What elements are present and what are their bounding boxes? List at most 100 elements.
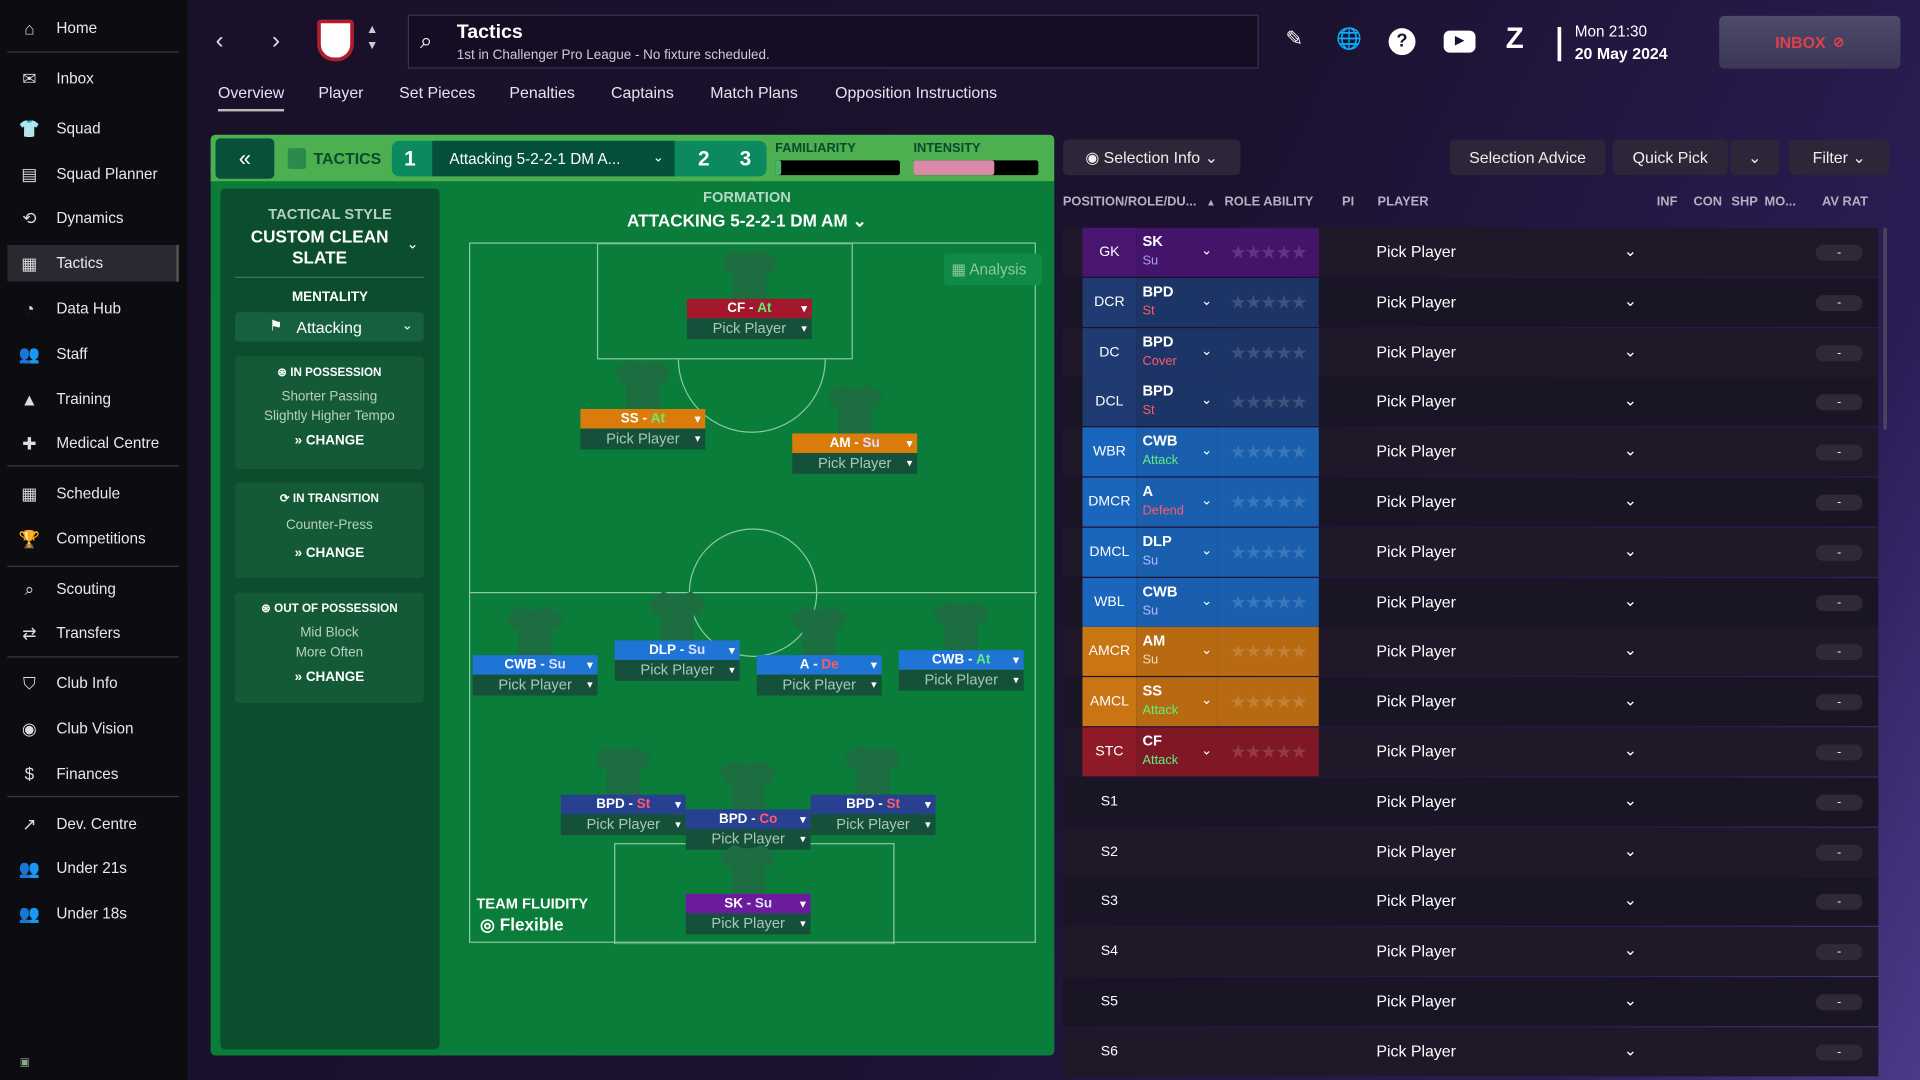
filter-button[interactable]: Filter ⌄ (1788, 139, 1890, 176)
player-select[interactable]: Pick Player (1376, 442, 1456, 461)
table-row[interactable]: S5 Pick Player ⌄ - (1062, 977, 1879, 1027)
sidebar-item-scouting[interactable]: ⌕ Scouting (7, 571, 178, 608)
player-select[interactable]: Pick Player (1376, 891, 1456, 911)
pitch-player-slot[interactable]: CWB - AtPick Player (898, 601, 1024, 691)
pick-player-select[interactable]: Pick Player (560, 814, 686, 836)
pick-player-select[interactable]: Pick Player (898, 669, 1024, 691)
sidebar-item-tactics[interactable]: ▦ Tactics (7, 244, 179, 282)
table-row[interactable]: S4 Pick Player ⌄ - (1062, 927, 1879, 977)
player-select[interactable]: Pick Player (1376, 392, 1456, 411)
tactic-slot-3[interactable]: 3 (739, 146, 752, 171)
tab-penalties[interactable]: Penalties (509, 83, 575, 102)
pitch-player-slot[interactable]: A - DePick Player (756, 606, 882, 696)
collapse-button[interactable]: « (215, 138, 275, 179)
player-select[interactable]: Pick Player (1376, 791, 1456, 811)
tab-set-pieces[interactable]: Set Pieces (399, 83, 476, 102)
pick-player-select[interactable]: Pick Player (686, 318, 812, 340)
chevron-down-icon[interactable]: ⌄ (1623, 540, 1638, 560)
table-row[interactable]: DMCR A Defend ⌄ ★★★★★ Pick Player ⌄ - (1062, 477, 1879, 527)
table-row[interactable]: DC BPD Cover ⌄ ★★★★★ Pick Player ⌄ - (1062, 327, 1879, 377)
role-select[interactable]: SK Su ⌄ (1136, 227, 1218, 277)
sidebar-item-inbox[interactable]: ✉ Inbox (7, 60, 178, 97)
role-duty-select[interactable]: SK - Su (685, 893, 811, 914)
role-select[interactable]: CF Attack ⌄ (1136, 727, 1218, 777)
player-select[interactable]: Pick Player (1376, 292, 1456, 311)
role-duty-select[interactable]: AM - Su (792, 433, 918, 454)
role-duty-select[interactable]: BPD - Co (685, 809, 811, 829)
role-duty-select[interactable]: CWB - At (898, 650, 1024, 670)
table-row[interactable]: WBL CWB Su ⌄ ★★★★★ Pick Player ⌄ - (1062, 577, 1879, 627)
in-possession-change-button[interactable]: » CHANGE (294, 433, 365, 449)
table-row[interactable]: STC CF Attack ⌄ ★★★★★ Pick Player ⌄ - (1062, 727, 1879, 777)
sidebar-item-finances[interactable]: $ Finances (7, 756, 178, 793)
column-header[interactable]: MO... (1764, 194, 1796, 210)
chevron-down-icon[interactable]: ⌄ (1623, 241, 1638, 260)
sidebar-item-squad[interactable]: 👕 Squad (7, 110, 178, 147)
role-duty-select[interactable]: BPD - St (810, 794, 936, 815)
pick-player-select[interactable]: Pick Player (614, 660, 740, 681)
player-select[interactable]: Pick Player (1376, 841, 1456, 861)
pitch-player-slot[interactable]: CWB - SuPick Player (472, 606, 598, 696)
role-duty-select[interactable]: CWB - Su (472, 655, 598, 675)
pitch-player-slot[interactable]: BPD - StPick Player (810, 745, 936, 836)
column-header[interactable]: POSITION/ROLE/DU... (1062, 194, 1197, 210)
column-header[interactable]: AV RAT (1822, 194, 1868, 210)
chevron-down-icon[interactable]: ⌄ (1623, 291, 1638, 310)
role-select[interactable]: AM Su ⌄ (1136, 627, 1218, 677)
role-duty-select[interactable]: SS - At (580, 408, 706, 429)
table-row[interactable]: WBR CWB Attack ⌄ ★★★★★ Pick Player ⌄ - (1062, 427, 1879, 477)
team-fluidity-value[interactable]: ◎ Flexible (480, 915, 564, 936)
in-transition-change-button[interactable]: » CHANGE (294, 546, 365, 561)
table-row[interactable]: S3 Pick Player ⌄ - (1062, 877, 1879, 927)
pitch-player-slot[interactable]: SK - SuPick Player (685, 844, 811, 935)
selection-info-button[interactable]: ◉ Selection Info ⌄ (1062, 139, 1241, 176)
sidebar-item-home[interactable]: ⌂ Home (7, 10, 178, 47)
column-header[interactable]: PLAYER (1377, 194, 1429, 210)
pitch-player-slot[interactable]: SS - AtPick Player (580, 360, 706, 450)
chevron-down-icon[interactable]: ⌄ (1623, 341, 1638, 360)
chevron-down-icon[interactable]: ⌄ (1623, 890, 1638, 910)
sidebar-item-club-info[interactable]: ⛉ Club Info (7, 665, 178, 702)
table-row[interactable]: DCL BPD St ⌄ ★★★★★ Pick Player ⌄ - (1062, 377, 1879, 427)
sidebar-item-medical-centre[interactable]: ✚ Medical Centre (7, 425, 178, 462)
analysis-button[interactable]: ▦ Analysis (944, 253, 1043, 286)
chevron-down-icon[interactable]: ⌄ (1623, 441, 1638, 460)
table-row[interactable]: DCR BPD St ⌄ ★★★★★ Pick Player ⌄ - (1062, 277, 1879, 327)
sort-ascending-icon[interactable]: ▲ (1206, 197, 1216, 209)
tab-captains[interactable]: Captains (611, 83, 674, 102)
pick-player-select[interactable]: Pick Player (810, 814, 936, 836)
role-select[interactable]: SS Attack ⌄ (1136, 677, 1218, 727)
chevron-down-icon[interactable]: ⌄ (1623, 740, 1638, 760)
intensity-bar[interactable] (913, 160, 1039, 176)
tactical-style-name[interactable]: CUSTOM CLEAN SLATE (250, 226, 389, 267)
role-select[interactable]: DLP Su ⌄ (1136, 527, 1218, 577)
table-row[interactable]: AMCL SS Attack ⌄ ★★★★★ Pick Player ⌄ - (1062, 677, 1879, 727)
chevron-down-icon[interactable]: ⌄ (1623, 590, 1638, 610)
player-select[interactable]: Pick Player (1376, 742, 1456, 761)
role-select[interactable]: CWB Su ⌄ (1136, 577, 1218, 627)
player-select[interactable]: Pick Player (1376, 492, 1456, 511)
role-select[interactable]: BPD Cover ⌄ (1136, 327, 1218, 377)
chevron-down-icon[interactable]: ⌄ (1623, 491, 1638, 510)
sidebar-item-under-21s[interactable]: 👥 Under 21s (7, 850, 178, 887)
sidebar-item-staff[interactable]: 👥 Staff (7, 336, 178, 373)
tactic-slot-2[interactable]: 2 (697, 146, 710, 171)
role-duty-select[interactable]: A - De (756, 655, 882, 675)
tactic-slot-1[interactable]: 1 (404, 146, 416, 171)
pick-player-select[interactable]: Pick Player (580, 428, 706, 450)
tab-opposition-instructions[interactable]: Opposition Instructions (835, 83, 998, 102)
table-row[interactable]: GK SK Su ⌄ ★★★★★ Pick Player ⌄ - (1062, 227, 1879, 277)
quick-pick-dropdown[interactable]: ⌄ (1730, 139, 1780, 176)
player-select[interactable]: Pick Player (1376, 1041, 1456, 1061)
role-select[interactable]: CWB Attack ⌄ (1136, 427, 1218, 477)
formation-select[interactable]: ATTACKING 5-2-2-1 DM AM ⌄ (440, 211, 1055, 232)
chevron-down-icon[interactable]: ⌄ (1623, 990, 1638, 1009)
pitch-player-slot[interactable]: BPD - CoPick Player (685, 760, 811, 850)
role-duty-select[interactable]: BPD - St (560, 794, 686, 815)
chevron-down-icon[interactable]: ⌄ (1623, 790, 1638, 810)
chevron-down-icon[interactable]: ⌄ (1623, 391, 1638, 410)
chevron-down-icon[interactable]: ⌄ (1623, 640, 1638, 660)
scrollbar[interactable] (1883, 227, 1887, 430)
player-select[interactable]: Pick Player (1376, 542, 1456, 561)
search-bar[interactable]: ⌕ Tactics 1st in Challenger Pro League -… (407, 14, 1259, 69)
